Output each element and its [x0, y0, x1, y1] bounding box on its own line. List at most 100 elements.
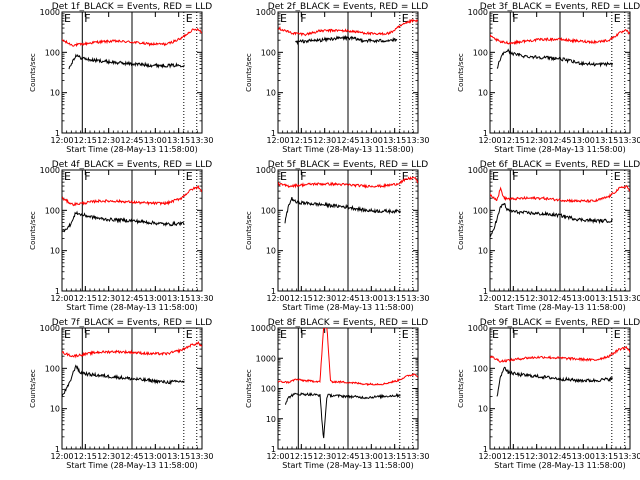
x-tick-label: 12:00	[50, 452, 73, 461]
x-tick-label: 13:00	[144, 452, 167, 461]
x-tick-label: 12:00	[50, 136, 73, 145]
x-tick-label: 13:00	[360, 294, 383, 303]
marker-label-e: E	[402, 170, 409, 183]
marker-label-s: E	[492, 12, 499, 25]
panel-det-4: Det 4f_BLACK = Events, RED = LLD 1 10 100 10…	[29, 160, 214, 312]
x-tick-label: 13:30	[406, 452, 429, 461]
panel-title: Det 7f_BLACK = Events, RED = LLD	[52, 318, 212, 328]
x-tick-label: 12:15	[290, 136, 313, 145]
series-events-line	[496, 48, 613, 69]
x-tick-label: 12:30	[525, 136, 548, 145]
marker-label-s: E	[64, 12, 71, 25]
y-tick-label: 10	[478, 247, 488, 256]
y-tick-label: 100	[473, 206, 488, 215]
marker-label-f: F	[512, 328, 518, 341]
x-tick-label: 12:45	[548, 294, 571, 303]
y-tick-label: 1000	[468, 8, 488, 17]
panel-title: Det 9f_BLACK = Events, RED = LLD	[480, 318, 640, 328]
y-axis-label: Counts/sec	[245, 369, 253, 408]
y-axis-label: Counts/sec	[245, 211, 253, 250]
marker-label-s: E	[280, 12, 287, 25]
marker-label-f: F	[300, 12, 306, 25]
y-tick-label: 1	[271, 129, 276, 138]
x-axis-label: Start Time (28-May-13 11:58:00)	[282, 145, 413, 154]
y-tick-label: 10	[478, 89, 488, 98]
series-events-line	[284, 196, 401, 224]
y-tick-label: 10	[478, 405, 488, 414]
series-events-line	[62, 364, 185, 398]
x-tick-label: 12:00	[478, 294, 501, 303]
x-tick-label: 12:45	[548, 452, 571, 461]
marker-label-f: F	[300, 170, 306, 183]
y-tick-label: 10	[266, 89, 276, 98]
y-axis-label: Counts/sec	[457, 369, 465, 408]
x-tick-label: 12:30	[313, 452, 336, 461]
y-tick-label: 1	[483, 129, 488, 138]
y-tick-label: 1000	[256, 354, 276, 363]
panel-title: Det 6f_BLACK = Events, RED = LLD	[480, 160, 640, 170]
panel-title: Det 8f_BLACK = Events, RED = LLD	[268, 318, 428, 328]
series-events-line	[68, 53, 185, 70]
panel-title: Det 5f_BLACK = Events, RED = LLD	[268, 160, 428, 170]
x-tick-label: 13:15	[383, 136, 406, 145]
x-axis-label: Start Time (28-May-13 11:58:00)	[494, 303, 625, 312]
y-tick-label: 1000	[256, 8, 276, 17]
series-lld-line	[278, 176, 418, 189]
marker-label-s: E	[492, 170, 499, 183]
y-tick-label: 1	[55, 445, 60, 454]
y-tick-label: 10000	[251, 324, 276, 333]
x-tick-label: 13:00	[360, 452, 383, 461]
x-tick-label: 13:15	[383, 452, 406, 461]
marker-label-s: E	[280, 328, 287, 341]
panel-det-8: Det 8f_BLACK = Events, RED = LLD 1 10 100 10…	[245, 318, 430, 470]
x-axis-label: Start Time (28-May-13 11:58:00)	[282, 303, 413, 312]
x-tick-label: 12:15	[502, 136, 525, 145]
marker-label-e: E	[186, 12, 193, 25]
series-events-line	[62, 210, 185, 233]
series-lld-line	[490, 345, 630, 363]
x-tick-label: 12:15	[290, 294, 313, 303]
y-tick-label: 1	[271, 287, 276, 296]
marker-label-e: E	[186, 170, 193, 183]
x-tick-label: 13:00	[572, 452, 595, 461]
x-tick-label: 12:45	[336, 136, 359, 145]
panel-title: Det 1f_BLACK = Events, RED = LLD	[52, 2, 212, 12]
x-tick-label: 13:30	[190, 294, 213, 303]
y-tick-label: 100	[45, 364, 60, 373]
marker-label-e: E	[614, 12, 621, 25]
x-tick-label: 13:00	[144, 294, 167, 303]
x-tick-label: 13:00	[572, 136, 595, 145]
y-tick-label: 1	[483, 445, 488, 454]
y-axis-label: Counts/sec	[29, 53, 37, 92]
x-tick-label: 12:30	[525, 452, 548, 461]
y-tick-label: 100	[261, 385, 276, 394]
marker-label-e: E	[614, 328, 621, 341]
marker-label-s: E	[492, 328, 499, 341]
y-tick-label: 100	[261, 206, 276, 215]
x-axis-label: Start Time (28-May-13 11:58:00)	[494, 461, 625, 470]
marker-label-f: F	[512, 170, 518, 183]
x-tick-label: 12:15	[74, 136, 97, 145]
x-tick-label: 13:15	[167, 294, 190, 303]
x-axis-label: Start Time (28-May-13 11:58:00)	[282, 461, 413, 470]
panel-det-1: Det 1f_BLACK = Events, RED = LLD 1 10 100 10…	[29, 2, 214, 154]
y-tick-label: 1000	[468, 166, 488, 175]
series-events-line	[295, 34, 398, 46]
panel-det-9: Det 9f_BLACK = Events, RED = LLD 1 10 100 10…	[457, 318, 640, 470]
marker-label-s: E	[280, 170, 287, 183]
x-tick-label: 13:15	[383, 294, 406, 303]
marker-label-s: E	[64, 328, 71, 341]
series-lld-line	[62, 340, 202, 359]
x-tick-label: 12:30	[313, 136, 336, 145]
y-tick-label: 10	[266, 415, 276, 424]
x-tick-label: 12:15	[290, 452, 313, 461]
marker-label-f: F	[84, 170, 90, 183]
marker-label-f: F	[84, 12, 90, 25]
x-tick-label: 13:00	[572, 294, 595, 303]
x-tick-label: 12:00	[266, 136, 289, 145]
series-lld-line	[278, 328, 418, 387]
x-tick-label: 12:15	[74, 452, 97, 461]
panel-det-5: Det 5f_BLACK = Events, RED = LLD 1 10 100 10…	[245, 160, 430, 312]
y-tick-label: 1	[55, 129, 60, 138]
y-tick-label: 100	[261, 48, 276, 57]
